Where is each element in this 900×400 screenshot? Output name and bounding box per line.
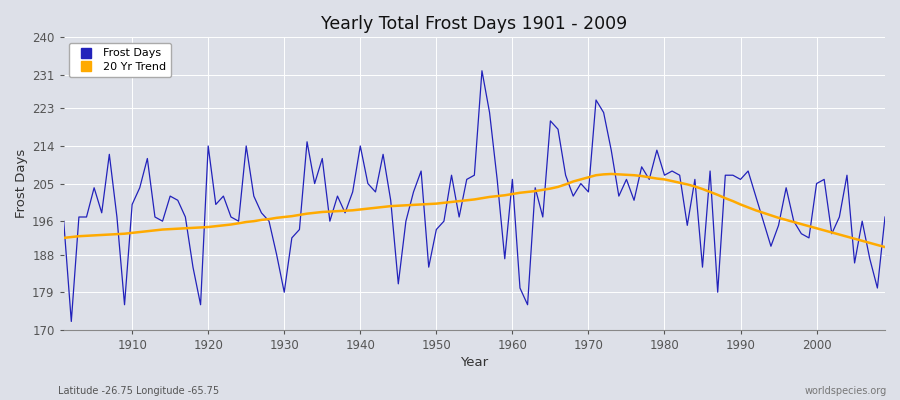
Y-axis label: Frost Days: Frost Days: [15, 149, 28, 218]
X-axis label: Year: Year: [460, 356, 489, 369]
Text: worldspecies.org: worldspecies.org: [805, 386, 886, 396]
Legend: Frost Days, 20 Yr Trend: Frost Days, 20 Yr Trend: [69, 43, 171, 77]
Title: Yearly Total Frost Days 1901 - 2009: Yearly Total Frost Days 1901 - 2009: [321, 15, 627, 33]
Text: Latitude -26.75 Longitude -65.75: Latitude -26.75 Longitude -65.75: [58, 386, 220, 396]
